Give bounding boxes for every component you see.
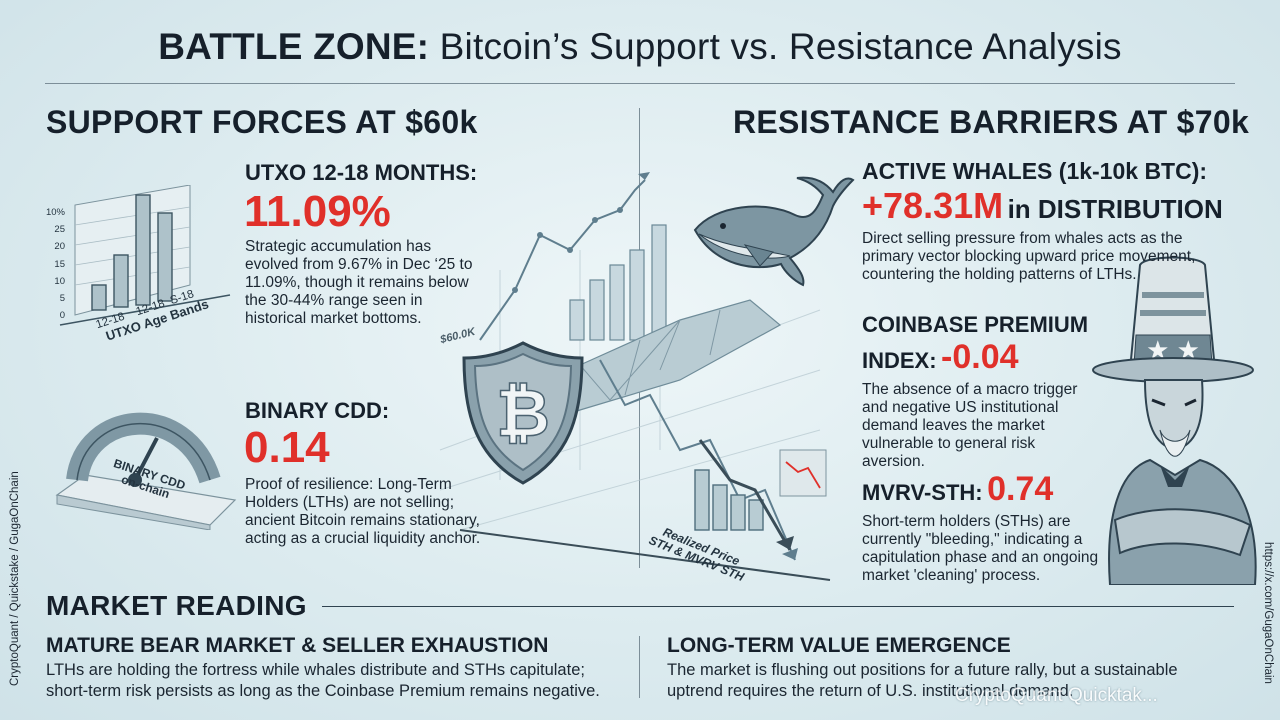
bitcoin-shield-icon: ₿ <box>462 341 584 485</box>
mvrv-row: MVRV-STH: 0.74 <box>862 470 1053 509</box>
whales-suffix: in DISTRIBUTION <box>1007 194 1223 224</box>
tick-1: 25 <box>54 224 65 236</box>
title-bold: BATTLE ZONE: <box>158 26 430 67</box>
watermark: CryptoQuant Quicktak... <box>955 685 1158 706</box>
page-title: BATTLE ZONE: Bitcoin’s Support vs. Resis… <box>0 26 1280 68</box>
svg-text:₿: ₿ <box>496 376 550 450</box>
utxo-text: Strategic accumulation has evolved from … <box>245 238 473 327</box>
whales-label: ACTIVE WHALES (1k-10k BTC): <box>862 158 1208 184</box>
coinbase-text: The absence of a macro trigger and negat… <box>862 381 1078 470</box>
mr-left-text: LTHs are holding the fortress while whal… <box>46 661 600 700</box>
whale-icon <box>693 176 855 287</box>
mvrv-label: MVRV-STH: <box>862 480 983 505</box>
utxo-chart-ticks: 10% 25 20 15 10 5 0 <box>43 204 65 324</box>
support-heading: SUPPORT FORCES AT $60k <box>46 104 478 140</box>
mvrv-text: Short-term holders (STHs) are currently … <box>862 513 1099 584</box>
tick-4: 10 <box>54 275 65 287</box>
market-reading-heading: MARKET READING <box>46 590 307 621</box>
tick-5: 5 <box>59 293 65 305</box>
market-reading-divider <box>322 606 1234 607</box>
tick-6: 0 <box>59 310 65 322</box>
whales-value: +78.31M <box>862 185 1004 226</box>
uptrend-line <box>479 179 646 341</box>
uncle-sam-icon: ★ ★ <box>1092 256 1257 585</box>
coinbase-label-2: INDEX: <box>862 348 937 373</box>
downtrend-line <box>599 359 796 561</box>
title-divider <box>45 83 1235 84</box>
tick-0: 10% <box>45 207 65 218</box>
tick-2: 20 <box>54 241 65 253</box>
utxo-value: 11.09% <box>244 187 391 236</box>
market-reading-center-divider <box>639 636 640 698</box>
coinbase-value-row: INDEX: -0.04 <box>862 338 1019 377</box>
title-rest: Bitcoin’s Support vs. Resistance Analysi… <box>429 26 1122 67</box>
whales-text: Direct selling pressure from whales acts… <box>862 230 1196 283</box>
coinbase-label-1: COINBASE PREMIUM <box>862 312 1089 337</box>
coinbase-value: -0.04 <box>941 338 1019 376</box>
whales-value-row: +78.31M in DISTRIBUTION <box>862 185 1223 227</box>
credit-right: https://x.com/GugaOnChain <box>1262 542 1274 684</box>
cdd-gauge <box>55 412 237 530</box>
mr-right-title: LONG-TERM VALUE EMERGENCE <box>667 634 1011 657</box>
credit-left: CryptoQuant / Quickstake / GugaOnChain <box>9 471 21 686</box>
mvrv-value: 0.74 <box>987 470 1054 508</box>
resistance-heading: RESISTANCE BARRIERS AT $70k <box>733 104 1250 140</box>
mr-right-text: The market is flushing out positions for… <box>667 661 1178 700</box>
mr-left-title: MATURE BEAR MARKET & SELLER EXHAUSTION <box>46 634 549 657</box>
utxo-bar-chart <box>59 185 231 326</box>
cdd-text: Proof of resilience: Long-Term Holders (… <box>245 476 481 547</box>
cdd-label: BINARY CDD: <box>245 398 390 423</box>
cdd-value: 0.14 <box>244 423 330 472</box>
utxo-label: UTXO 12-18 MONTHS: <box>245 160 478 185</box>
tick-3: 15 <box>54 258 65 270</box>
